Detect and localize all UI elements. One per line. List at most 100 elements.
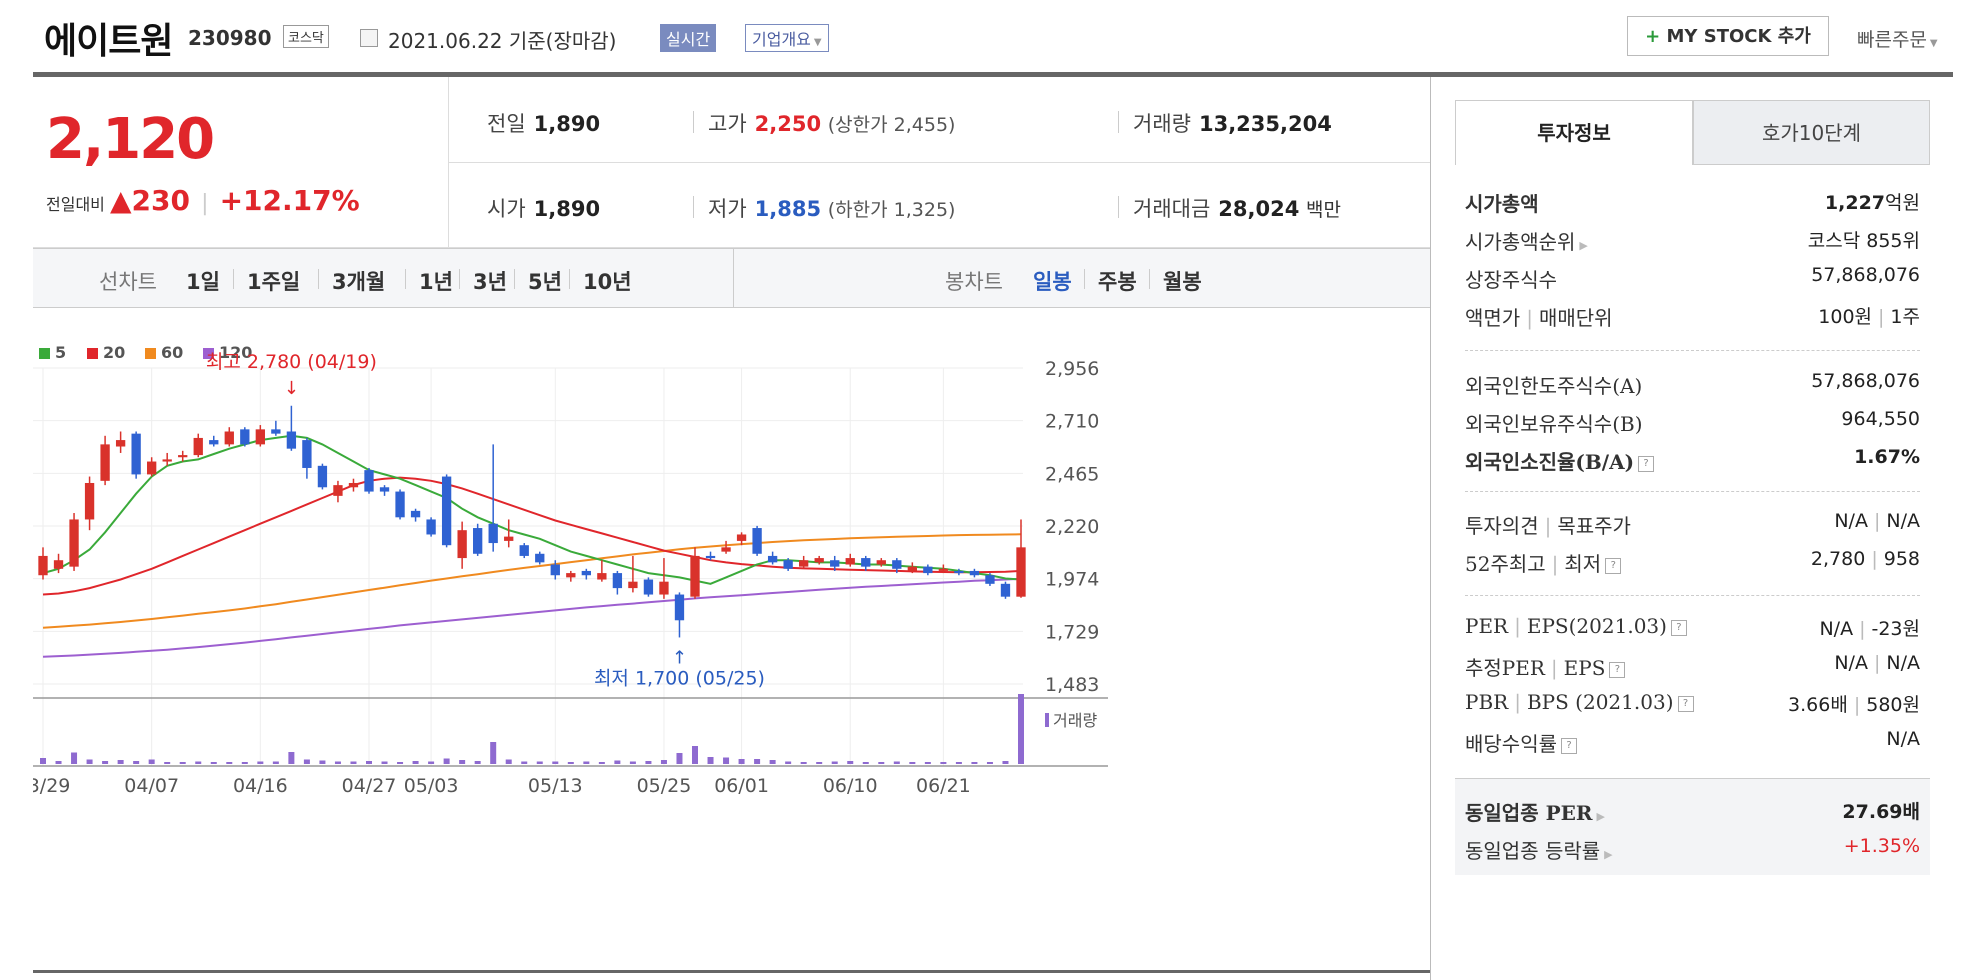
annotations: 최고 2,780 (04/19) ↓ ↑최저 1,700 (05/25) [206,351,765,690]
y-tick-label: 1,483 [1045,674,1099,696]
candle-body [954,570,964,574]
period-3m[interactable]: 3개월 [332,270,386,294]
candle-body [566,573,576,578]
opinion-value: N/A | N/A [1834,510,1920,532]
sector-rate-row[interactable]: 동일업종 등락률 ▶ +1.35% [1465,835,1920,864]
y-tick-label: 2,956 [1045,358,1099,380]
volume-bar [1002,761,1009,764]
volume-bar [459,760,466,764]
price-change: 전일대비 ▲230 | +12.17% [46,184,360,217]
realtime-button[interactable]: 실시간 [660,24,717,52]
x-tick-label: 05/03 [404,775,459,797]
candle-daily[interactable]: 일봉 [1033,270,1072,294]
volume-bar [847,761,854,764]
candle-body [426,519,436,535]
x-tick-label: 04/07 [124,775,179,797]
w52-value: 2,780 | 958 [1811,548,1920,570]
volume-bar [583,761,590,764]
sector-per-value: 27.69배 [1842,797,1920,824]
par-number: 100원 [1818,306,1873,328]
trade-amount: 거래대금 28,024 백만 [1133,193,1341,223]
volume-bar [862,762,869,764]
sector-per-row[interactable]: 동일업종 PER ▶ 27.69배 [1465,797,1920,826]
volume-bar [133,761,140,764]
candle-weekly[interactable]: 주봉 [1098,270,1137,294]
period-1d[interactable]: 1일 [186,270,220,294]
cap-rank-row[interactable]: 시가총액순위 ▶ 코스닥 855위 [1465,226,1920,255]
volume-bar [505,759,512,764]
help-icon[interactable]: ? [1677,695,1694,712]
period-3y[interactable]: 3년 [473,270,507,294]
volume-bar [412,761,419,764]
prev-close-label: 전일 [487,112,526,136]
plus-icon: + [1645,26,1667,47]
candle-body [317,465,328,488]
pbr-label: PBR [1465,690,1509,714]
candle-body [705,555,716,559]
help-icon[interactable]: ? [1605,557,1622,574]
legend-label: 120 [219,343,252,362]
company-info-button[interactable]: 기업개요 ▼ [745,24,829,52]
period-5y[interactable]: 5년 [528,270,562,294]
add-my-stock-button[interactable]: + MY STOCK 추가 [1627,16,1829,56]
candle-body [178,455,188,458]
volume-bar [102,761,109,764]
opinion-row: 투자의견 | 목표주가 N/A | N/A [1465,510,1920,539]
bps-label: BPS (2021.03) [1526,690,1674,714]
pbr-value: 3.66배 | 580원 [1788,690,1920,717]
stock-header: 에이트원 230980 코스닥 2021.06.22 기준(장마감) 실시간 기… [0,0,1970,78]
candle-monthly[interactable]: 월봉 [1163,270,1202,294]
candle-body [193,437,203,456]
volume-bar [955,762,962,764]
w52-high-label: 52주최고 [1465,552,1546,576]
period-1w[interactable]: 1주일 [247,270,301,294]
change-value: 230 [131,184,190,217]
divider [569,269,570,289]
divider [1465,595,1920,596]
x-axis: 03/29 04/07 04/16 04/27 05/03 05/13 05/25 06/01… [16,775,971,797]
trade-amount-label: 거래대금 [1133,197,1211,221]
help-icon[interactable]: ? [1638,455,1655,472]
volume: 거래량 13,235,204 [1133,108,1332,138]
divider: | [1526,306,1533,330]
candle-body [100,444,110,481]
y-tick-label: 2,710 [1045,411,1099,433]
trade-unit-value: 1주 [1890,306,1920,328]
candle-body [69,519,79,567]
foreign-own-row: 외국인보유주식수(B) 964,550 [1465,408,1920,437]
help-icon[interactable]: ? [1561,737,1577,754]
w52-row: 52주최고 | 최저? 2,780 | 958 [1465,548,1920,577]
candle-body [876,560,886,565]
legend-label: 20 [103,343,125,362]
divider [1118,111,1119,133]
divider [514,269,515,289]
low-annotation: 최저 1,700 (05/25) [594,667,765,689]
est-per-row: 추정PER | EPS? N/A | N/A [1465,652,1920,681]
volume-bar [1018,694,1024,764]
volume-bar [909,762,916,764]
period-1y[interactable]: 1년 [419,270,453,294]
candle-body [441,476,452,546]
cap-rank-label: 시가총액순위 [1465,230,1576,254]
help-icon[interactable]: ? [1609,661,1626,678]
candle-body [643,579,654,595]
help-icon[interactable]: ? [1670,619,1687,636]
tab-investment-info[interactable]: 투자정보 [1455,100,1693,165]
period-10y[interactable]: 10년 [583,270,632,294]
open-price-value: 1,890 [533,197,601,221]
volume-bar [443,758,450,764]
volume-legend-swatch [1045,713,1049,727]
candle-body [271,429,281,434]
tab-order-book[interactable]: 호가10단계 [1693,100,1930,165]
divider [1118,196,1119,218]
candles [38,405,1026,638]
volume-bar [319,760,326,764]
market-cap-value: 1,227억원 [1825,188,1920,215]
candle-body [457,530,467,559]
quick-order-button[interactable]: 빠른주문 ▼ [1857,25,1938,52]
market-cap-label: 시가총액 [1465,192,1539,216]
info-tabs: 투자정보 호가10단계 [1455,100,1930,165]
volume-bar [660,760,667,764]
divider [318,269,319,289]
volume-bar [738,759,745,764]
